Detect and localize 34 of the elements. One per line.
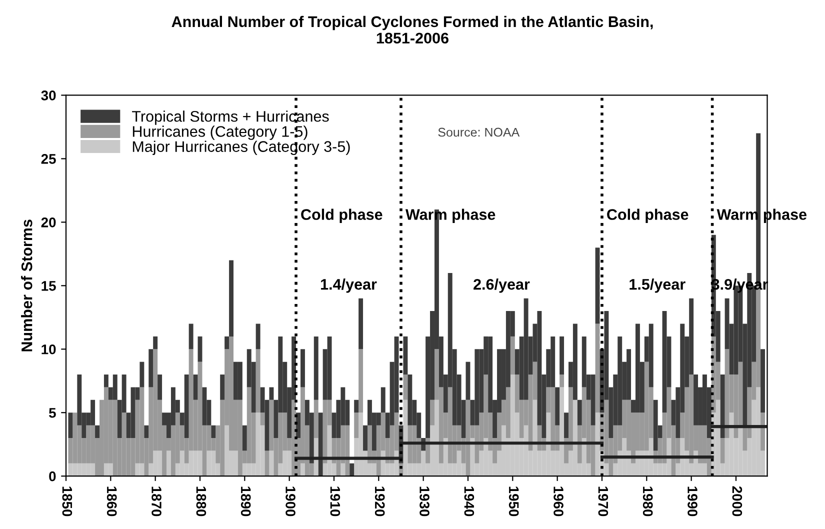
y-tick-label: 30 (41, 90, 56, 100)
y-axis-title: Number of Storms (21, 220, 32, 352)
x-tick-label: 1900 (286, 486, 296, 516)
x-tick-label: 1850 (62, 486, 72, 516)
y-tick-label: 20 (41, 218, 56, 228)
x-tick-label: 1870 (152, 486, 162, 516)
legend-label: Hurricanes (Category 1-5) (132, 126, 308, 140)
x-tick-label: 1940 (464, 486, 474, 516)
x-tick-label: 1880 (196, 486, 206, 516)
x-tick-label: 1960 (554, 486, 564, 516)
legend-label: Tropical Storms + Hurricanes (132, 110, 329, 125)
x-tick-label: 1990 (688, 486, 698, 516)
x-tick-label: 1860 (106, 486, 117, 516)
x-tick-label: 1970 (598, 486, 608, 516)
ref-line-label: Cold phase (607, 208, 688, 223)
annotation: 1.5/year (630, 278, 686, 293)
y-tick-label: 10 (42, 344, 56, 354)
annotation: Source: NOAA (438, 128, 520, 137)
x-tick-label: 1890 (240, 486, 251, 516)
x-tick-label: 1920 (374, 486, 385, 516)
ref-line-label: Cold phase (301, 208, 382, 223)
y-tick-label: 15 (42, 281, 56, 291)
x-tick-label: 1980 (642, 486, 653, 516)
y-tick-label: 5 (48, 408, 56, 418)
chart-title: Annual Number of Tropical Cyclones Formed in the Atlantic Basin, 1851-2006 (172, 16, 653, 44)
annotation: 1.4/year (321, 278, 377, 293)
annotation: 2.6/year (474, 278, 530, 293)
x-tick-label: 1910 (330, 486, 340, 516)
y-tick-label: 0 (49, 471, 56, 482)
legend-label: Major Hurricanes (Category 3-5) (132, 140, 350, 155)
y-tick-label: 25 (41, 154, 56, 164)
x-tick-label: 2000 (732, 486, 742, 516)
x-tick-label: 1950 (508, 486, 519, 516)
x-tick-label: 1930 (420, 486, 430, 516)
